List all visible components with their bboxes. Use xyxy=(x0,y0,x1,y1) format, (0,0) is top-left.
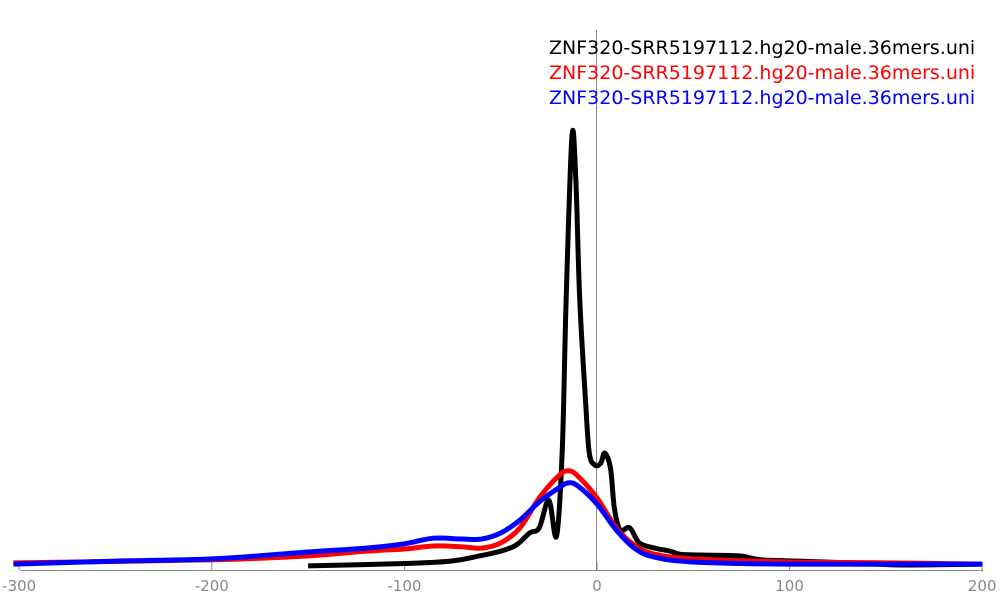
x-tick-label: 200 xyxy=(968,577,997,595)
series-lines xyxy=(13,127,983,569)
x-tick-label: -300 xyxy=(2,577,36,595)
x-tick-label: 100 xyxy=(775,577,804,595)
legend-entry-black: ZNF320-SRR5197112.hg20-male.36mers.uni xyxy=(549,37,976,59)
legend: ZNF320-SRR5197112.hg20-male.36mers.uni Z… xyxy=(549,36,1000,111)
series-line-red xyxy=(13,468,983,567)
x-tick-label: -100 xyxy=(387,577,421,595)
legend-entry-blue: ZNF320-SRR5197112.hg20-male.36mers.uni xyxy=(549,87,976,109)
x-axis-ticks: -300 -200 -100 0 100 200 xyxy=(2,562,997,595)
series-line-blue xyxy=(13,480,983,567)
series-line-black xyxy=(308,127,981,569)
legend-entry-red: ZNF320-SRR5197112.hg20-male.36mers.uni xyxy=(549,62,976,84)
x-tick-label: -200 xyxy=(195,577,229,595)
x-tick-label: 0 xyxy=(592,577,602,595)
